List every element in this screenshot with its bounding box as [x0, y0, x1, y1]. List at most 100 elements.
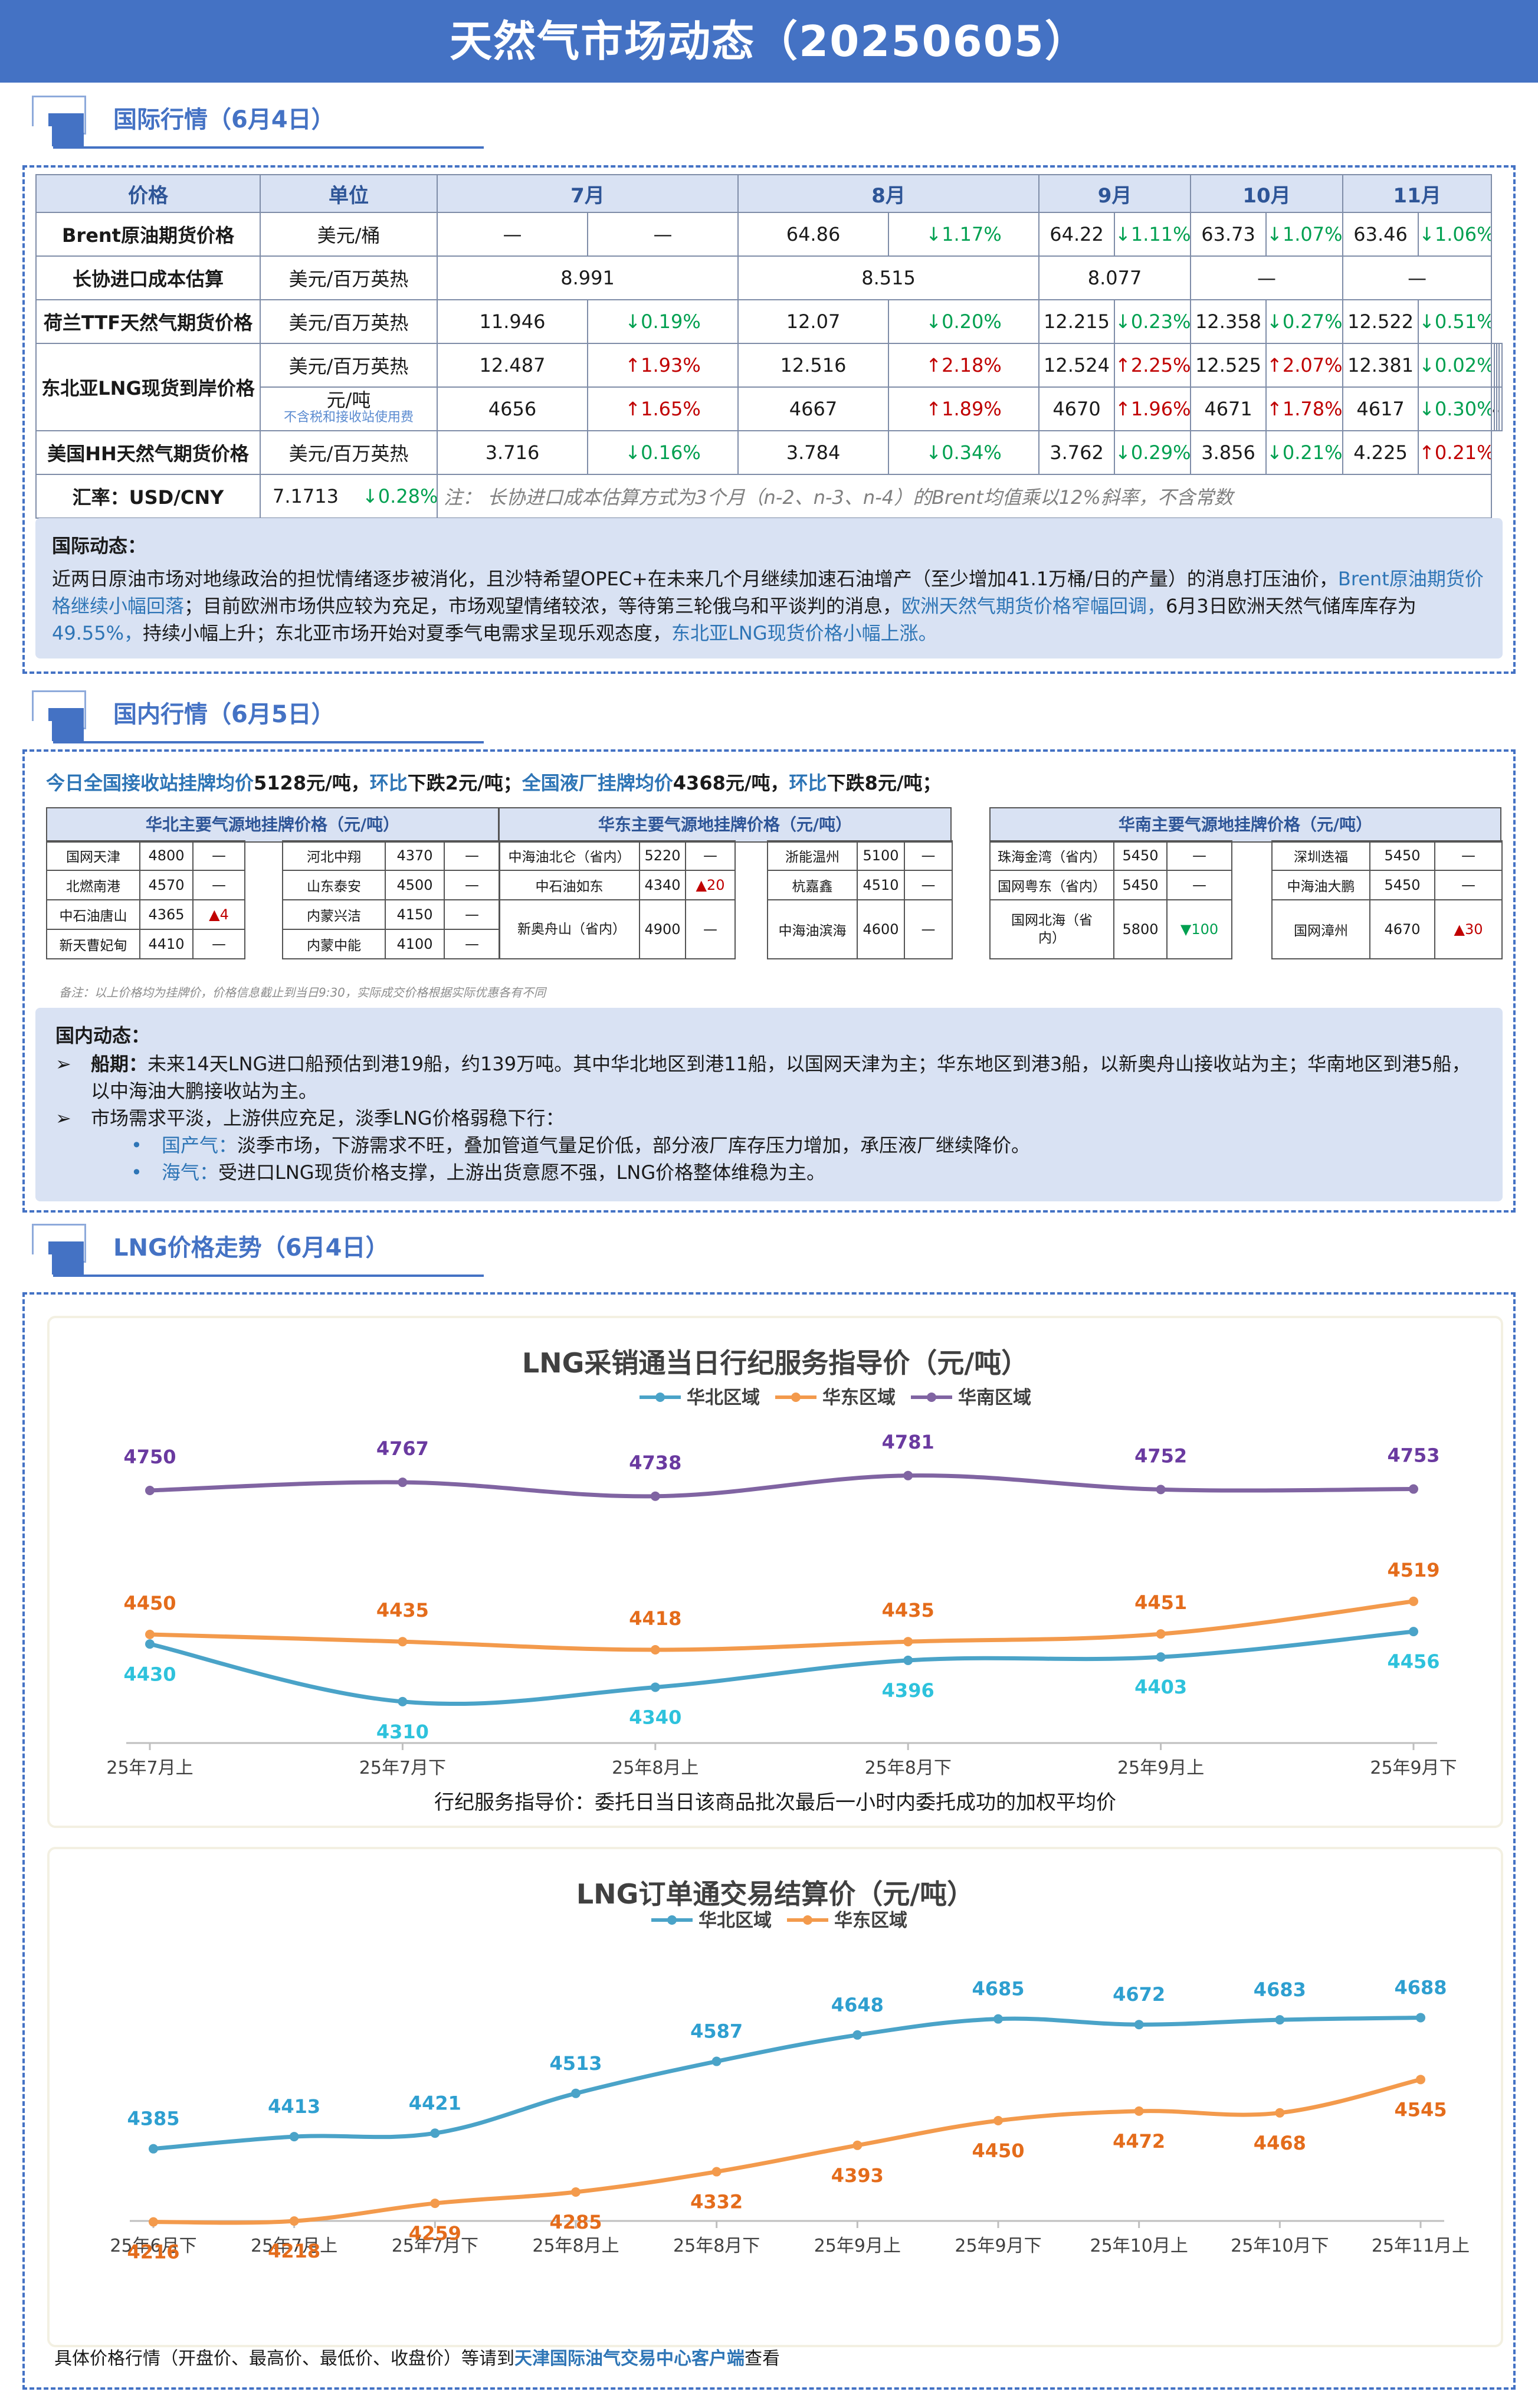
- data-label: 4332: [690, 2191, 743, 2213]
- data-point: [650, 1645, 660, 1655]
- source-name: 内蒙兴洁: [282, 899, 386, 930]
- value-cell: 11.946: [437, 299, 588, 344]
- source-price: 5450: [1113, 870, 1168, 900]
- source-name: 中海油北仑（省内）: [499, 840, 640, 871]
- change-cell: ↓1.07%: [1265, 212, 1344, 257]
- data-point: [711, 2167, 722, 2177]
- data-label: 4435: [376, 1599, 429, 1621]
- row-label: 汇率：USD/CNY: [35, 474, 261, 519]
- data-point: [650, 1682, 660, 1692]
- data-label: 4672: [1113, 1983, 1165, 2006]
- table-row: 国网漳州 4670 ▲30: [1271, 899, 1503, 959]
- section-title-dom: 国内行情（6月5日）: [113, 701, 335, 728]
- source-price: 4600: [857, 899, 905, 959]
- value-cell: 4709: [1496, 386, 1500, 431]
- intl-dynamics-text: 近两日原油市场对地缘政治的担忧情绪逐步被消化，且沙特希望OPEC+在未来几个月继…: [52, 565, 1486, 647]
- change-cell: ↓1.17%: [888, 212, 1040, 257]
- unit-cell: 美元/百万英热: [260, 343, 438, 388]
- region-south-left-table: 珠海金湾（省内） 5450— 国网粤东（省内） 5450— 国网北海（省内） 5800…: [989, 840, 1232, 959]
- chart-title: LNG订单通交易结算价（元/吨）: [576, 1878, 974, 1910]
- table-row: 杭嘉鑫 4510—: [767, 870, 953, 900]
- data-point: [1134, 2020, 1144, 2030]
- row-fx: 汇率：USD/CNY 7.1713 ↓0.28% 注： 长协进口成本估算方式为3个…: [35, 474, 1502, 519]
- value-cell: 12.524: [1038, 343, 1116, 388]
- client-link[interactable]: 天津国际油气交易中心客户端: [514, 2348, 745, 2369]
- source-price: 4370: [385, 840, 445, 871]
- source-name: 珠海金湾（省内）: [989, 840, 1114, 871]
- legend-marker: [803, 1915, 812, 1925]
- lng-trend-box: [22, 1292, 1516, 2390]
- region-east: 华东主要气源地挂牌价格（元/吨） 中海油北仑（省内） 5220— 中石油如东 434…: [499, 807, 953, 964]
- table-note: 注： 长协进口成本估算方式为3个月（n-2、n-3、n-4）的Brent均值乘以…: [436, 474, 1493, 519]
- value-cell: 4670: [1038, 386, 1116, 431]
- col-header-sep: 9月: [1038, 174, 1192, 213]
- x-tick-label: 25年7月下: [392, 2236, 478, 2256]
- table-row: 内蒙中能 4100—: [282, 929, 500, 959]
- source-name: 中石油如东: [499, 870, 640, 900]
- data-point: [711, 2056, 722, 2066]
- text-span: 6月3日欧洲天然气储库库存为: [1166, 595, 1416, 617]
- row-label: 东北亚LNG现货到岸价格: [35, 343, 261, 431]
- change-cell: ↑1.89%: [888, 386, 1040, 431]
- source-name: 新奥舟山（省内）: [499, 899, 640, 959]
- source-change: —: [904, 899, 953, 959]
- bullet-text: 市场需求平淡，上游供应充足，淡季LNG价格弱稳下行：: [91, 1107, 565, 1129]
- x-tick-label: 25年8月上: [612, 1758, 699, 1778]
- data-label: 4519: [1387, 1559, 1439, 1581]
- source-change: —: [1434, 870, 1503, 900]
- summary-label: 全国液厂挂牌均价: [522, 772, 673, 794]
- source-change: —: [1166, 870, 1232, 900]
- chart-1-panel: LNG采销通当日行纪服务指导价（元/吨） 华北区域 华东区域 华南区域 25年7月上 25…: [47, 1316, 1503, 1828]
- data-point: [289, 2216, 299, 2226]
- data-label: 4450: [123, 1592, 176, 1614]
- source-price: 5100: [857, 840, 905, 871]
- x-tick-label: 25年11月上: [1372, 2236, 1470, 2256]
- data-label: 4753: [1387, 1444, 1439, 1467]
- bullet-text: 受进口LNG现货价格支撑，上游出货意愿不强，LNG价格整体维稳为主。: [218, 1161, 826, 1184]
- change-cell: ↓0.60%: [1493, 386, 1498, 431]
- data-point: [903, 1637, 913, 1647]
- source-change: —: [685, 840, 736, 871]
- data-point: [571, 2088, 581, 2098]
- table-row: 中石油唐山 4365 ▲4: [46, 899, 245, 930]
- data-point: [852, 2030, 863, 2040]
- table-row: 国网粤东（省内） 5450—: [989, 870, 1232, 900]
- value-cell: 3.856: [1190, 430, 1267, 475]
- data-point: [149, 2217, 158, 2227]
- source-price: 4500: [385, 870, 445, 900]
- unit-text: 元/吨: [326, 389, 371, 411]
- data-label: 4259: [409, 2222, 461, 2245]
- source-change: —: [192, 929, 245, 959]
- summary-value: 4368元/吨，: [673, 772, 789, 794]
- source-change: —: [444, 899, 500, 930]
- source-change: —: [904, 840, 953, 871]
- source-name: 国网漳州: [1271, 899, 1370, 959]
- dot-bullet-icon: •: [131, 1161, 142, 1184]
- page-title: 天然气市场动态（20250605）: [0, 0, 1538, 83]
- source-change: —: [192, 870, 245, 900]
- data-point: [1156, 1652, 1166, 1662]
- data-label: 4587: [690, 2020, 743, 2043]
- data-label: 4685: [972, 1978, 1024, 2000]
- data-label: 4218: [268, 2240, 320, 2262]
- data-point: [430, 2128, 440, 2138]
- source-name: 浙能温州: [767, 840, 858, 871]
- value-cell: 4617: [1342, 386, 1419, 431]
- source-price: 4800: [139, 840, 194, 871]
- source-change: —: [444, 929, 500, 959]
- domestic-box: [22, 749, 1516, 1213]
- data-label: 4688: [1394, 1976, 1447, 1999]
- summary-value: 下跌8元/吨；: [827, 772, 942, 794]
- bullet-label: 国产气：: [162, 1134, 238, 1157]
- bullet-text: 未来14天LNG进口船预估到港19船，约139万吨。其中华北地区到港11船，以国…: [91, 1053, 1471, 1102]
- source-price: 4670: [1369, 899, 1435, 959]
- value-cell: 8.991: [436, 255, 739, 300]
- source-change: ▲30: [1434, 899, 1503, 959]
- change-cell: ↓1.06%: [1418, 212, 1493, 257]
- source-price: 4365: [139, 899, 194, 930]
- data-point: [1134, 2106, 1144, 2116]
- data-point: [1156, 1485, 1166, 1495]
- chart-title: LNG采销通当日行纪服务指导价（元/吨）: [522, 1347, 1028, 1379]
- data-label: 4472: [1113, 2130, 1165, 2153]
